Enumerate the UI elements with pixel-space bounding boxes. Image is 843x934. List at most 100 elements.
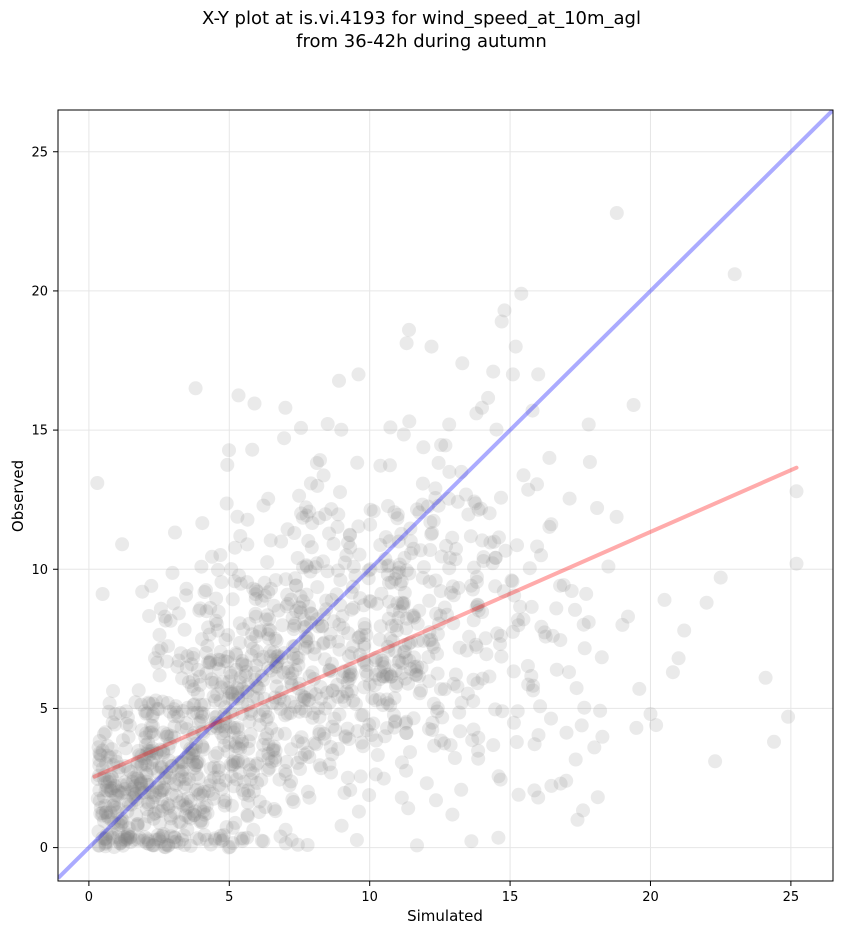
data-point (481, 390, 496, 405)
data-point (195, 815, 210, 830)
data-point (95, 761, 110, 776)
data-point (139, 726, 154, 741)
data-point (277, 694, 292, 709)
data-point (228, 739, 243, 754)
data-point (430, 701, 445, 716)
data-point (180, 700, 195, 715)
data-point (244, 648, 259, 663)
data-point (486, 364, 501, 379)
data-point (228, 815, 243, 830)
data-point (281, 665, 296, 679)
data-point (312, 710, 327, 725)
data-point (462, 629, 477, 644)
data-point (380, 639, 395, 654)
data-point (343, 661, 357, 676)
data-point (225, 836, 240, 851)
data-point (151, 804, 166, 819)
data-point (186, 698, 201, 713)
data-point (141, 834, 156, 849)
data-point (210, 746, 225, 760)
data-point (440, 607, 454, 622)
data-point (173, 646, 188, 661)
data-point (286, 652, 301, 667)
data-point (376, 669, 391, 684)
data-point (487, 534, 502, 549)
data-point (103, 805, 118, 820)
data-point (185, 748, 200, 763)
data-point (95, 831, 110, 846)
data-point (248, 672, 263, 687)
data-point (366, 716, 381, 731)
data-point (402, 322, 416, 337)
data-point (344, 602, 359, 617)
data-point (360, 668, 375, 683)
data-point (284, 833, 299, 848)
data-point (152, 759, 167, 774)
data-point (197, 697, 212, 712)
data-point (181, 810, 196, 825)
data-point (342, 671, 357, 686)
data-point (323, 664, 338, 679)
data-point (223, 665, 238, 680)
data-point (228, 755, 243, 770)
data-point (280, 522, 295, 537)
data-point (111, 822, 126, 837)
chart-title: X-Y plot at is.vi.4193 for wind_speed_at… (202, 8, 641, 29)
data-point (219, 496, 234, 511)
data-point (677, 623, 692, 638)
data-point (267, 598, 281, 613)
data-point (269, 660, 284, 675)
data-point (330, 519, 345, 534)
data-point (249, 644, 264, 659)
data-point (399, 336, 414, 351)
data-point (399, 563, 414, 578)
data-point (397, 596, 412, 611)
data-point (241, 698, 256, 712)
data-point (397, 585, 412, 600)
data-point (104, 769, 119, 784)
data-point (94, 748, 109, 763)
data-point (506, 715, 521, 730)
data-point (203, 601, 218, 615)
data-point (316, 635, 331, 650)
data-point (93, 806, 108, 821)
data-point (380, 696, 395, 711)
data-point (357, 680, 372, 695)
data-point (98, 839, 113, 854)
data-point (268, 659, 283, 674)
data-point (232, 766, 247, 780)
data-point (316, 636, 331, 651)
data-point (164, 819, 179, 834)
data-point (508, 339, 523, 354)
data-point (359, 664, 374, 679)
data-point (267, 690, 282, 705)
data-point (442, 561, 457, 576)
data-point (119, 717, 134, 731)
data-point (309, 737, 324, 752)
data-point (403, 534, 418, 549)
data-point (470, 597, 485, 612)
data-point (381, 643, 396, 658)
data-point (379, 669, 394, 684)
data-point (196, 742, 211, 757)
data-point (542, 519, 557, 534)
data-point (306, 706, 321, 721)
data-point (524, 669, 539, 683)
data-point (235, 834, 250, 849)
data-point (284, 678, 299, 693)
data-point (368, 767, 383, 782)
data-point (181, 750, 196, 765)
data-point (431, 455, 446, 470)
data-point (513, 599, 528, 614)
data-point (590, 501, 605, 515)
data-point (243, 772, 258, 787)
data-point (339, 684, 354, 699)
data-point (271, 603, 286, 618)
data-point (184, 679, 199, 694)
data-point (413, 543, 428, 558)
data-point (534, 619, 549, 634)
data-point (303, 564, 318, 579)
data-point (146, 752, 161, 767)
data-point (169, 834, 184, 849)
